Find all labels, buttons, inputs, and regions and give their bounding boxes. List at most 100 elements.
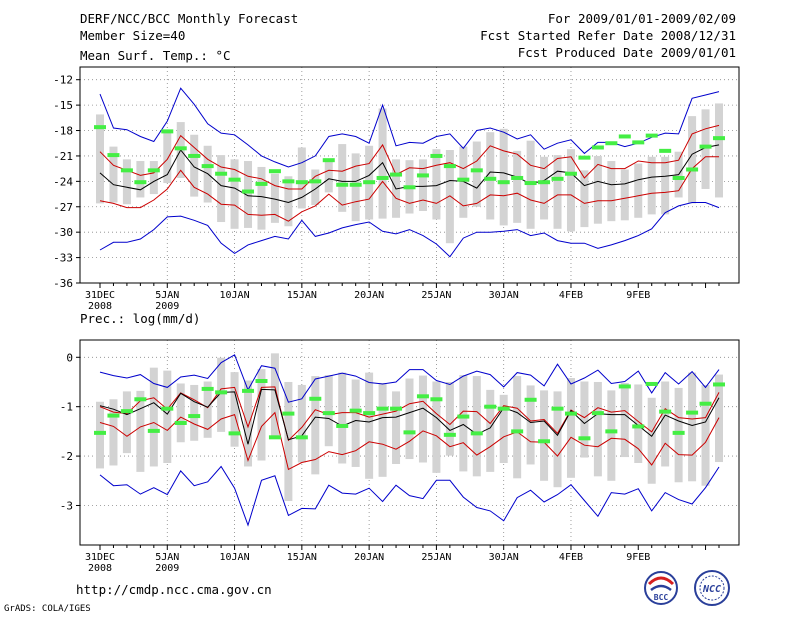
series-line-max [99,354,720,403]
mean-marker [686,410,699,415]
y-tick-label: -12 [53,74,73,87]
mean-marker [497,180,510,185]
source-url[interactable]: http://cmdp.ncc.cma.gov.cn [76,582,272,597]
spread-box [647,156,656,215]
mean-marker [645,381,658,386]
spread-box [311,169,320,206]
spread-box [257,166,266,230]
x-tick-label: 15JAN [287,290,317,301]
spread-box [378,382,387,477]
spread-box [284,381,293,502]
x-tick-label: 4FEB [559,290,583,301]
x-tick-label: 20JAN [354,290,384,301]
mean-marker [457,177,470,182]
bcc-logo: BCC [644,571,678,605]
spread-box [163,130,172,184]
y-tick-label: -24 [53,175,73,188]
mean-marker [686,167,699,172]
forecast-title: DERF/NCC/BCC Monthly Forecast [80,11,299,26]
mean-marker [524,397,537,402]
mean-marker [161,406,174,411]
mean-marker [295,435,308,440]
spread-box [445,381,454,456]
mean-marker [147,428,160,433]
spread-box [418,159,427,211]
spread-box [96,114,104,204]
spread-box [338,144,347,212]
mean-marker [242,189,255,194]
spread-box [297,384,306,463]
mean-marker [161,129,174,134]
grads-credit: GrADS: COLA/IGES [4,604,91,614]
ncc-logo-text: NCC [702,584,721,595]
spread-box [553,155,562,229]
mean-marker [632,140,645,145]
x-tick-label: 25JAN [421,290,451,301]
mean-marker [659,148,672,153]
x-tick-label: 20JAN [354,552,384,563]
mean-marker [403,430,416,435]
mean-marker [416,394,429,399]
spread-box [244,161,253,228]
mean-marker [282,411,295,416]
header-left: DERF/NCC/BCC Monthly Forecast Member Siz… [80,10,298,44]
x-tick-label: 25JAN [421,552,451,563]
spread-box [688,372,697,482]
mean-marker [228,177,241,182]
mean-marker [322,411,335,416]
spread-box [513,376,522,479]
mean-marker [376,175,389,180]
mean-marker [511,429,524,434]
mean-marker [201,164,214,169]
mean-marker [147,168,160,173]
spread-box [566,378,575,478]
mean-marker [188,414,201,419]
spread-box [540,156,549,220]
mean-marker [120,168,133,173]
spread-box [486,132,495,220]
spread-box [566,149,575,232]
x-tick-label: 5JAN [155,552,179,563]
x-tick-sublabel: 2008 [88,301,112,312]
x-tick-sublabel: 2008 [88,563,112,574]
spread-box [136,161,145,198]
spread-box [163,370,172,463]
y-tick-label: -18 [53,125,73,138]
spread-box [499,128,508,226]
spread-box [553,391,562,488]
spread-box [297,147,306,209]
y-tick-label: -1 [60,401,73,414]
mean-marker [699,144,712,149]
forecast-range: For 2009/01/01-2009/02/09 [547,11,736,26]
header-right: For 2009/01/01-2009/02/09 Fcst Started R… [480,10,736,61]
panel-title: Mean Surf. Temp.: °C [80,48,231,63]
mean-marker [564,411,577,416]
mean-marker [255,379,268,383]
spread-box [122,159,131,205]
spread-box [432,149,441,220]
logos: BCC NCC [644,570,730,606]
mean-marker [363,411,376,416]
spread-box [351,153,360,222]
mean-marker [390,172,403,177]
mean-marker [174,420,187,425]
mean-marker [134,397,147,402]
ncc-logo: NCC [694,570,730,606]
y-tick-label: -3 [60,499,73,512]
x-tick-label: 15JAN [287,552,317,563]
mean-marker [511,175,524,180]
mean-marker [618,384,631,389]
mean-marker [699,401,712,406]
series-line-median [99,388,720,445]
spread-box [351,379,360,467]
mean-marker [713,136,725,141]
spread-box [203,381,212,438]
fcst-produced-date: Fcst Produced Date 2009/01/01 [517,45,736,60]
spread-box [620,382,629,458]
mean-marker [349,182,362,187]
mean-marker [363,180,376,185]
spread-box [715,103,723,198]
x-tick-label: 5JAN [155,290,179,301]
